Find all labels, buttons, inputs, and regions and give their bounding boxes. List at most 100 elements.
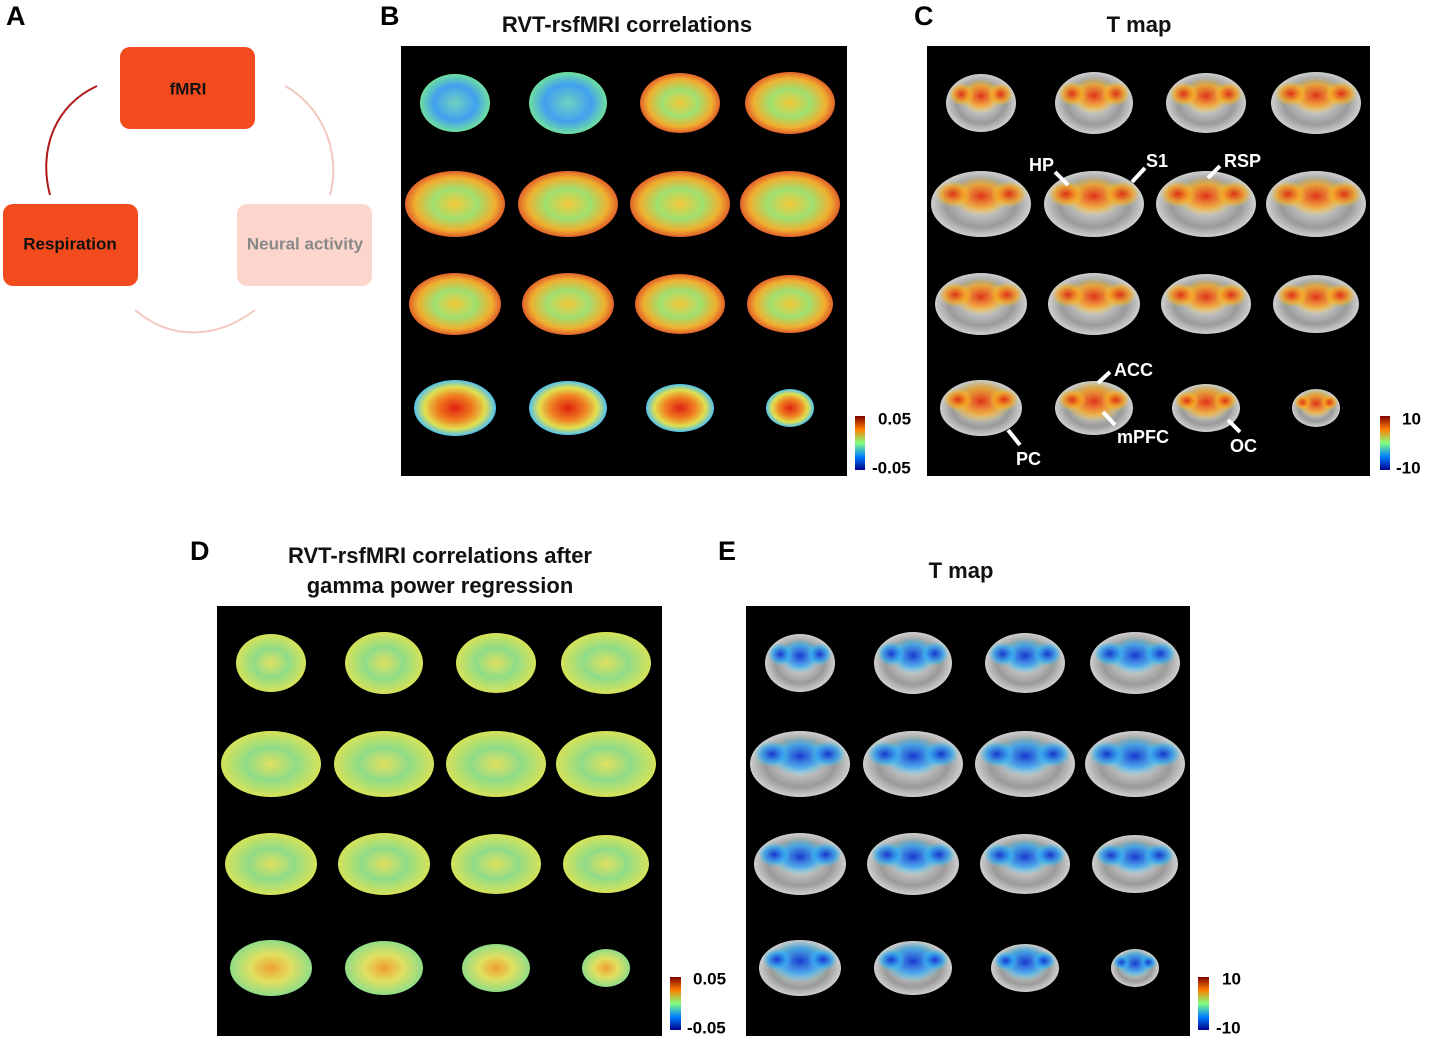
region-label: mPFC — [1117, 427, 1169, 447]
brain-slice — [766, 389, 814, 427]
activation — [935, 180, 971, 208]
panel-letter: D — [190, 536, 210, 566]
activation — [1143, 843, 1175, 867]
brain-slice — [630, 171, 730, 237]
panel-letter: B — [380, 1, 400, 31]
brain-slice — [556, 731, 656, 797]
activation — [1101, 389, 1130, 411]
arc — [134, 309, 256, 334]
activation — [1033, 642, 1062, 666]
colorbar — [670, 977, 681, 1030]
activation — [991, 180, 1027, 208]
brain-slice — [529, 381, 607, 435]
colorbar — [855, 416, 865, 470]
brain-slice — [221, 731, 321, 797]
activation — [1293, 394, 1312, 410]
activation — [1048, 180, 1084, 208]
activation — [762, 948, 792, 971]
brain-slice — [236, 634, 306, 692]
activation — [922, 842, 956, 868]
activation — [990, 282, 1024, 308]
brain-slice — [747, 275, 833, 333]
activation — [1212, 391, 1238, 411]
activation — [1034, 843, 1067, 867]
activation — [1089, 740, 1125, 768]
colorbar-label: -0.05 — [687, 1018, 726, 1037]
activation — [1214, 82, 1243, 106]
brain-slice — [230, 940, 312, 996]
activation — [1058, 389, 1087, 411]
activation — [1058, 81, 1087, 107]
activation — [1144, 641, 1177, 667]
colorbar-label: -10 — [1396, 458, 1421, 477]
brain-slice — [640, 73, 720, 133]
activation — [1139, 954, 1158, 970]
activation — [988, 642, 1017, 666]
arc — [284, 85, 335, 196]
activation — [1324, 283, 1356, 307]
brain-slice — [409, 273, 501, 335]
activation — [988, 82, 1014, 106]
node-label: Respiration — [23, 234, 117, 253]
activation — [767, 642, 794, 666]
brain-slices — [221, 72, 1366, 996]
activation — [920, 641, 949, 667]
activation — [920, 949, 949, 971]
colorbar-label: 0.05 — [878, 409, 911, 428]
colorbar-label: 10 — [1402, 409, 1421, 428]
brain-slice — [563, 835, 649, 893]
brain-slice — [405, 171, 505, 237]
pointers — [1006, 164, 1242, 447]
activation — [1215, 283, 1248, 307]
brain-slice — [646, 384, 714, 432]
activation — [877, 641, 906, 667]
activation — [757, 842, 791, 868]
activation — [810, 740, 846, 768]
brain-slice — [446, 731, 546, 797]
activation — [1093, 641, 1127, 667]
activation — [989, 388, 1019, 411]
brain-slice — [522, 273, 614, 335]
brain-slice — [345, 941, 423, 995]
brain-slice — [635, 274, 725, 334]
brain-slice — [456, 633, 536, 693]
brain-slice — [451, 834, 541, 894]
activation — [1169, 82, 1198, 106]
activation — [807, 642, 833, 666]
activation — [1031, 951, 1057, 971]
colorbar-label: 0.05 — [693, 969, 726, 988]
brain-slice — [334, 731, 434, 797]
panel-title: RVT-rsfMRI correlations after — [288, 543, 592, 568]
activation — [1095, 843, 1127, 867]
activation — [979, 740, 1015, 768]
brain-slice — [745, 72, 835, 134]
panel-title: RVT-rsfMRI correlations — [502, 12, 752, 37]
region-label: HP — [1029, 155, 1054, 175]
activation — [993, 951, 1019, 971]
activation — [754, 740, 790, 768]
activation — [1325, 81, 1358, 107]
region-label: OC — [1230, 436, 1257, 456]
colorbar-label: -0.05 — [872, 458, 911, 477]
panel-letter: E — [718, 536, 736, 566]
region-label: ACC — [1114, 360, 1153, 380]
activation — [1101, 81, 1130, 107]
activation — [983, 843, 1016, 867]
activation — [1103, 282, 1137, 308]
activation — [1326, 180, 1362, 208]
panel-title: T map — [1107, 12, 1172, 37]
activation — [867, 740, 903, 768]
activation — [943, 388, 973, 411]
panel-letter: C — [914, 1, 934, 31]
brain-slice — [529, 72, 607, 134]
activation — [870, 842, 904, 868]
activation — [1276, 283, 1308, 307]
activation — [923, 740, 959, 768]
colorbar — [1198, 977, 1209, 1030]
panel-letter: A — [6, 1, 26, 31]
colorbar — [1380, 416, 1390, 470]
brain-slice — [582, 949, 630, 987]
brain-slice — [345, 632, 423, 694]
activation — [938, 282, 972, 308]
